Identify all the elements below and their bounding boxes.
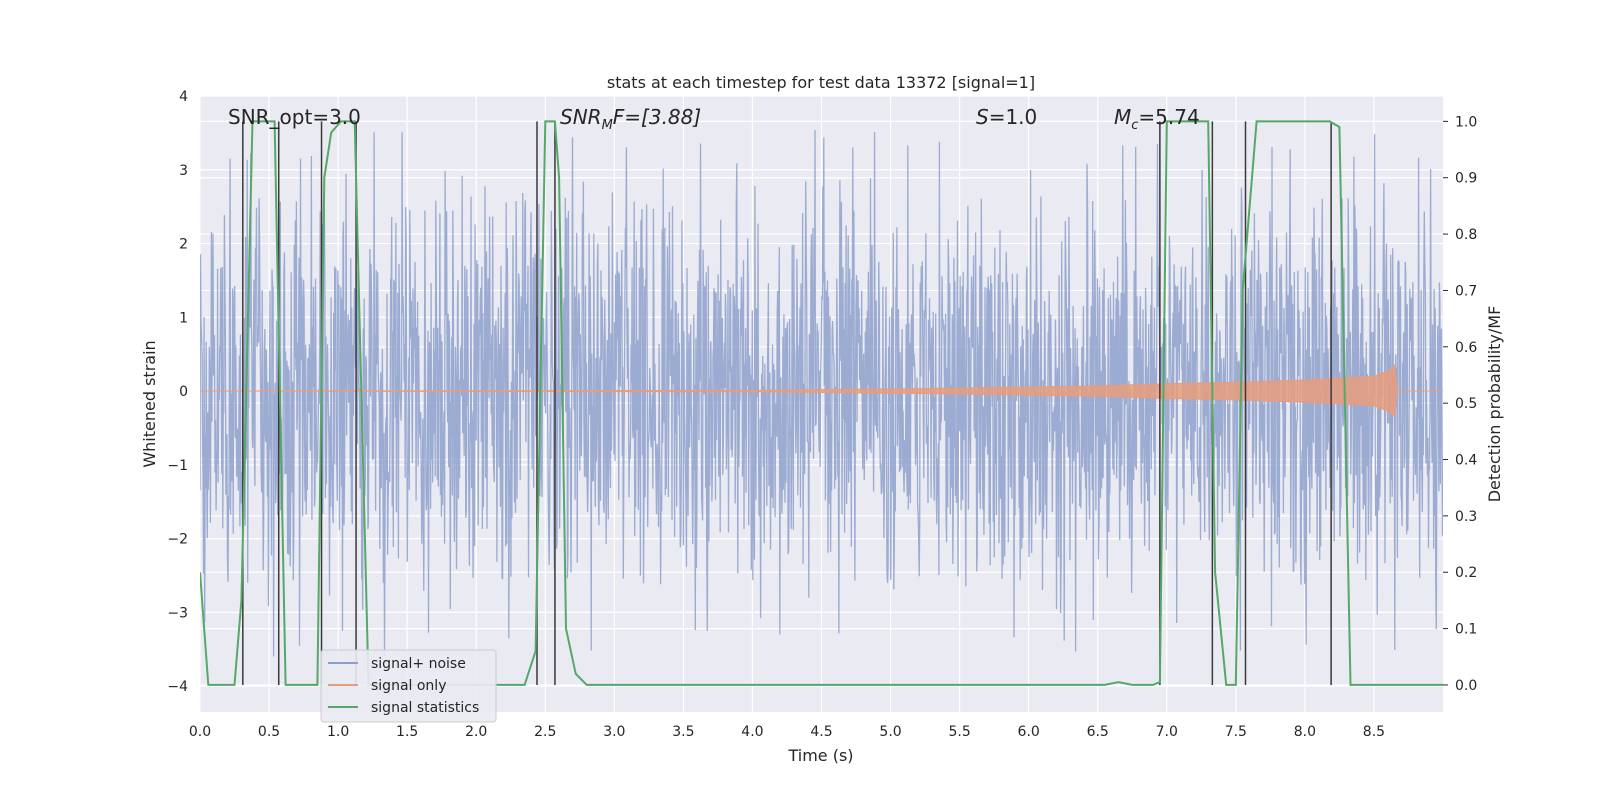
annotation-mc-symbol: M (1114, 105, 1131, 129)
y-tick-label: −4 (167, 679, 188, 695)
x-tick-label: 2.0 (465, 724, 487, 740)
annotation-s-value: =1.0 (989, 105, 1038, 129)
x-tick-label: 5.5 (948, 724, 970, 740)
y-axis-label: Whitened strain (140, 340, 159, 467)
x-tick-label: 7.5 (1225, 724, 1247, 740)
annotation-mc-value: =5.74 (1138, 105, 1199, 129)
x-tick-label: 1.0 (327, 724, 349, 740)
y2-tick-label: 0.2 (1455, 565, 1477, 581)
annotation-mc: Mc=5.74 (1114, 105, 1200, 133)
axes: 0.0 0.5 1.0 1.5 2.0 2.5 3.0 3.5 4.0 4.5 5.0 5.5 6.0 6… (167, 89, 1477, 740)
y2-tick-label: 0.5 (1455, 396, 1477, 412)
x-tick-label: 3.5 (672, 724, 694, 740)
x-tick-label: 4.5 (810, 724, 832, 740)
annotation-snr-mf: SNRMF=[3.88] (560, 105, 701, 133)
y-tick-label: 4 (179, 89, 188, 105)
annotation-snr-mf-subscript: M (602, 118, 613, 133)
legend-label-noise: signal+ noise (371, 656, 466, 672)
y2-tick-label: 0.0 (1455, 678, 1477, 694)
statistics-line (200, 120, 1443, 686)
x-tick-label: 0.5 (258, 724, 280, 740)
y2-tick-label: 0.6 (1455, 340, 1477, 356)
x-axis-label: Time (s) (787, 746, 853, 765)
y-tick-label: −2 (167, 532, 188, 548)
data-layer (200, 120, 1443, 686)
x-tick-label: 0.0 (189, 724, 211, 740)
x-tick-label: 6.0 (1018, 724, 1040, 740)
y2-axis-label: Detection probability/MF (1485, 306, 1504, 503)
x-tick-label: 7.0 (1156, 724, 1178, 740)
x-tick-label: 3.0 (603, 724, 625, 740)
legend-label-signal: signal only (371, 678, 446, 694)
annotation-snr-opt: SNR_opt=3.0 (228, 105, 361, 129)
x-tick-label: 4.0 (741, 724, 763, 740)
legend-box (320, 649, 497, 723)
x-tick-label: 8.5 (1363, 724, 1385, 740)
annotation-mc-subscript: c (1131, 118, 1138, 133)
y-tick-label: 1 (179, 310, 188, 326)
annotation-snr-mf-value: F=[3.88] (613, 105, 701, 129)
annotation-snr-mf-symbol: SNR (560, 105, 602, 129)
y2-tick-label: 0.1 (1455, 622, 1477, 638)
annotation-s-symbol: S (976, 105, 989, 129)
x-tick-label: 5.0 (879, 724, 901, 740)
x-tick-label: 8.0 (1294, 724, 1316, 740)
y-tick-label: 2 (179, 237, 188, 253)
y2-tick-label: 1.0 (1455, 114, 1477, 130)
signal-only-envelope (200, 364, 1443, 418)
y2-tick-label: 0.8 (1455, 227, 1477, 243)
y2-tick-label: 0.4 (1455, 453, 1477, 469)
y-tick-label: −1 (167, 458, 188, 474)
chart-title: stats at each timestep for test data 133… (607, 73, 1035, 92)
x-tick-label: 1.5 (396, 724, 418, 740)
y2-tick-label: 0.3 (1455, 509, 1477, 525)
x-tick-label: 2.5 (534, 724, 556, 740)
y-tick-label: −3 (167, 605, 188, 621)
annotation-s: S=1.0 (976, 105, 1037, 129)
y2-tick-label: 0.7 (1455, 283, 1477, 299)
y-tick-label: 3 (179, 163, 188, 179)
y-tick-label: 0 (179, 384, 188, 400)
legend-label-statistics: signal statistics (371, 700, 479, 716)
x-tick-label: 6.5 (1087, 724, 1109, 740)
noise-trace (200, 129, 1443, 657)
legend: signal+ noise signal only signal statist… (320, 649, 497, 723)
y2-tick-label: 0.9 (1455, 171, 1477, 187)
